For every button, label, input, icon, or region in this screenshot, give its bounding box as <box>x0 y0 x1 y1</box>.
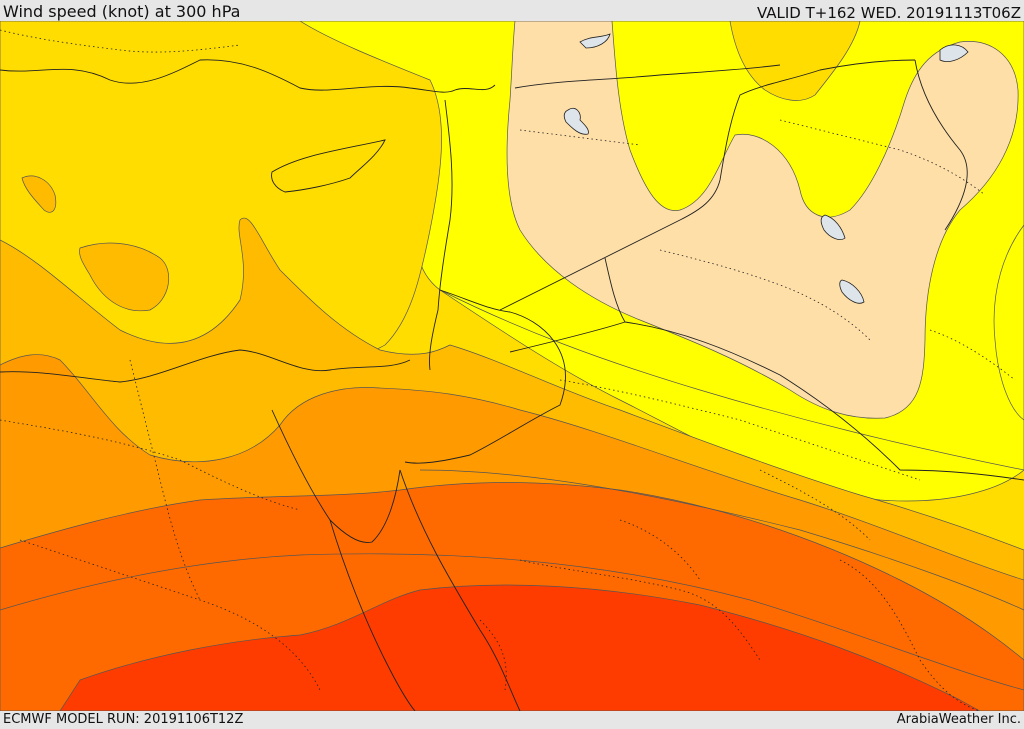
province-boundary <box>659 249 871 341</box>
lake-north-east <box>939 44 969 62</box>
band-gold-north <box>729 21 861 101</box>
border-iran <box>914 59 968 231</box>
province-boundary <box>559 379 921 481</box>
band-yellow-east-strip <box>993 224 1024 421</box>
wind-speed-map[interactable] <box>0 21 1024 711</box>
isotach-line <box>419 469 1024 611</box>
lake-north <box>579 33 611 49</box>
red-sea-coast-west <box>329 519 416 711</box>
lake-tharthar <box>563 107 589 135</box>
border-saudi-north <box>509 321 1024 481</box>
border-jordan <box>404 289 566 464</box>
band-light-north <box>506 21 1019 419</box>
lake-gulf-head <box>820 214 846 240</box>
coastline-north <box>0 59 496 93</box>
coastline-levant <box>429 99 453 371</box>
sinai-coast <box>271 409 401 543</box>
coastline-egypt <box>0 349 411 383</box>
red-sea-coast <box>399 469 521 711</box>
province-boundary <box>19 539 321 691</box>
province-boundary <box>759 469 871 541</box>
province-boundary <box>519 559 761 661</box>
map-footer: ECMWF MODEL RUN: 20191106T12Z ArabiaWeat… <box>0 711 1024 729</box>
patch-amber <box>79 242 169 312</box>
valid-time: VALID T+162 WED. 20191113T06Z <box>756 4 1021 22</box>
map-title: Wind speed (knot) at 300 hPa <box>3 2 241 21</box>
isotach-line <box>439 289 1024 471</box>
cyprus-outline <box>271 139 386 193</box>
lake-east <box>839 279 865 304</box>
border-syria-iraq <box>514 64 781 89</box>
province-boundary <box>519 129 641 146</box>
border-iraq-saudi <box>499 59 916 311</box>
patch-amber <box>21 175 57 213</box>
credit-label: ArabiaWeather Inc. <box>896 712 1021 727</box>
province-boundary <box>929 329 1016 381</box>
province-boundary <box>0 29 241 53</box>
province-boundary <box>619 519 701 581</box>
band-red-orange <box>59 584 981 711</box>
isotach-line <box>0 553 1024 691</box>
border-kuwait <box>604 257 626 323</box>
map-header: Wind speed (knot) at 300 hPa VALID T+162… <box>0 0 1024 21</box>
model-run-label: ECMWF MODEL RUN: 20191106T12Z <box>3 712 244 727</box>
